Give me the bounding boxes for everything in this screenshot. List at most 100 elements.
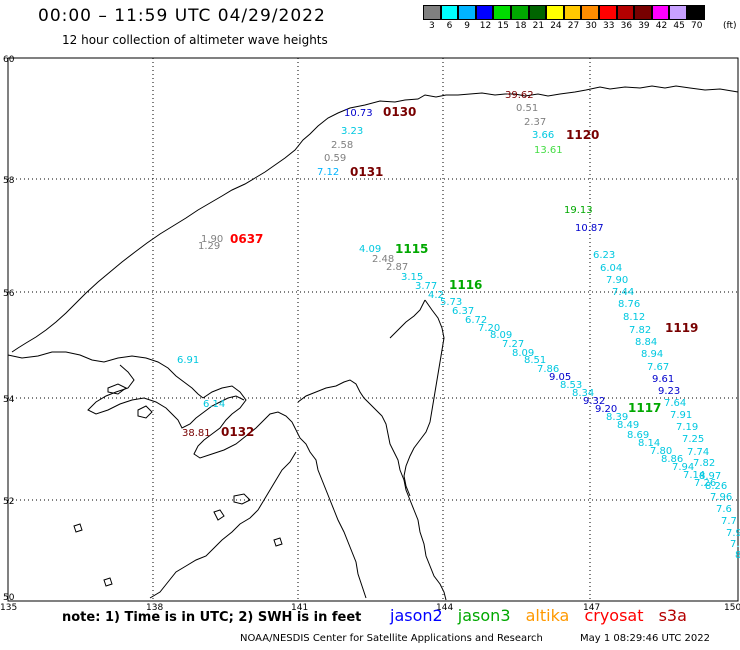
wave-height-label: 7. — [730, 539, 740, 550]
wave-height-label: 7.19 — [676, 422, 698, 433]
pass-time-label: 1116 — [449, 278, 482, 292]
wave-height-label: 8.39 — [606, 412, 628, 423]
lat-label-58: 58 — [3, 176, 15, 186]
color-scale-label: 42 — [655, 21, 668, 31]
wave-height-label: 7.26 — [694, 478, 716, 489]
color-scale-label: 39 — [638, 21, 650, 31]
color-scale-bar — [423, 5, 705, 20]
wave-height-label: 8.12 — [623, 312, 645, 323]
satellite-legend-s3a: s3a — [658, 606, 687, 625]
wave-height-label: 7.20 — [478, 323, 500, 334]
pass-time-label: 1117 — [628, 401, 661, 415]
wave-height-label: 7.90 — [606, 275, 628, 286]
color-scale-label: 12 — [479, 21, 492, 31]
coastline-sakhalin-east — [403, 299, 445, 497]
wave-height-label: 7.6 — [716, 504, 732, 515]
wave-height-label: 7.7 — [721, 516, 737, 527]
wave-height-label: 9.61 — [652, 374, 674, 385]
wave-height-label: 7.9 — [726, 528, 740, 539]
color-scale-cell — [423, 5, 441, 20]
color-scale-label: 45 — [673, 21, 685, 31]
wave-height-label: 1.90 — [201, 234, 223, 245]
map-frame — [7, 57, 739, 602]
wave-height-label: 7.80 — [650, 446, 672, 457]
wave-height-label: 7.74 — [687, 447, 709, 458]
page-title: 00:00 – 11:59 UTC 04/29/2022 — [38, 6, 326, 26]
coastline-sakhalin-west — [297, 379, 447, 601]
wave-height-label: 4.2 — [428, 290, 444, 301]
wave-height-label: 7.25 — [682, 434, 704, 445]
wave-height-label: 7.94 — [672, 462, 694, 473]
color-scale-cell — [616, 5, 635, 20]
color-scale-cell — [458, 5, 476, 20]
lat-label-52: 52 — [3, 497, 14, 507]
wave-height-label: 6.04 — [600, 263, 622, 274]
wave-height-label: 7.67 — [647, 362, 669, 373]
pass-time-label: 0132 — [221, 425, 254, 439]
wave-height-label: 8.09 — [512, 348, 534, 359]
pass-time-label: 1120 — [566, 128, 599, 142]
coastline-amur-estuary — [295, 429, 367, 599]
wave-height-label: 9.32 — [583, 396, 605, 407]
pass-time-label: 0131 — [350, 165, 383, 179]
color-scale-cell — [493, 5, 511, 20]
wave-height-label: 6.23 — [593, 250, 615, 261]
lon-label-141: 141 — [291, 603, 308, 613]
lat-label-54: 54 — [3, 395, 15, 405]
color-scale-cell — [598, 5, 617, 20]
wave-height-label: 10.73 — [344, 108, 373, 119]
satellite-legend: jason2 jason3 altika cryosat s3a — [390, 606, 697, 625]
satellite-legend-cryosat: cryosat — [584, 606, 644, 625]
wave-height-label: 3.77 — [415, 281, 437, 292]
wave-height-label: 8 — [735, 550, 740, 561]
color-scale-label: 18 — [515, 21, 527, 31]
lon-label-147: 147 — [583, 603, 600, 613]
color-scale-labels: 3 6 9 12 15 18 21 24 27 30 33 36 39 42 45 70 (ft) — [423, 21, 740, 35]
wave-height-label: 0.51 — [516, 103, 538, 114]
color-scale-cell — [581, 5, 599, 20]
wave-height-label: 7.82 — [629, 325, 651, 336]
color-scale-label: 21 — [532, 21, 545, 31]
color-scale-label: 6 — [446, 21, 453, 31]
lon-label-150: 150 — [724, 603, 740, 613]
lat-label-60: 60 — [3, 55, 15, 65]
wave-height-label: 3.66 — [532, 130, 554, 141]
wave-height-label: 9.23 — [658, 386, 680, 397]
wave-height-label: 8.84 — [635, 337, 657, 348]
color-scale-label: 24 — [550, 21, 562, 31]
wave-height-label: 8.76 — [618, 299, 640, 310]
lat-label-56: 56 — [3, 289, 15, 299]
wave-height-label: 9.05 — [549, 372, 571, 383]
color-scale-cell — [686, 5, 705, 20]
wave-height-label: 6.91 — [177, 355, 199, 366]
wave-height-label: 7.91 — [670, 410, 692, 421]
generated-timestamp: May 1 08:29:46 UTC 2022 — [580, 633, 710, 644]
wave-height-label: 7.86 — [537, 364, 559, 375]
pass-time-label: 0130 — [383, 105, 416, 119]
island-small-5 — [73, 523, 83, 533]
wave-height-label: 8.86 — [661, 454, 683, 465]
wave-height-label: 6.72 — [465, 315, 487, 326]
wave-height-label: 7.12 — [317, 167, 339, 178]
island-small-2 — [137, 405, 153, 419]
wave-height-label: 6.14 — [203, 399, 225, 410]
wave-height-label: 8.34 — [572, 388, 594, 399]
color-scale-label: 33 — [603, 21, 615, 31]
lon-label-144: 144 — [436, 603, 453, 613]
wave-height-label: 4.09 — [359, 244, 381, 255]
satellite-legend-jason3: jason3 — [457, 606, 511, 625]
wave-height-label: 1.29 — [198, 241, 220, 252]
wave-height-label: 2.58 — [331, 140, 353, 151]
graticule — [8, 58, 738, 601]
wave-height-label: 5.73 — [440, 297, 462, 308]
coastline-gulf — [193, 385, 297, 459]
wave-height-label: 13.61 — [534, 145, 563, 156]
wave-height-label: 7.96 — [710, 492, 732, 503]
lat-axis-labels: 60 58 56 54 52 50 — [3, 55, 15, 603]
color-scale-label: 9 — [464, 21, 470, 31]
coastline-okhotsk-north — [11, 85, 739, 353]
color-scale-label: 30 — [585, 21, 597, 31]
wave-height-label: 8.97 — [699, 471, 721, 482]
